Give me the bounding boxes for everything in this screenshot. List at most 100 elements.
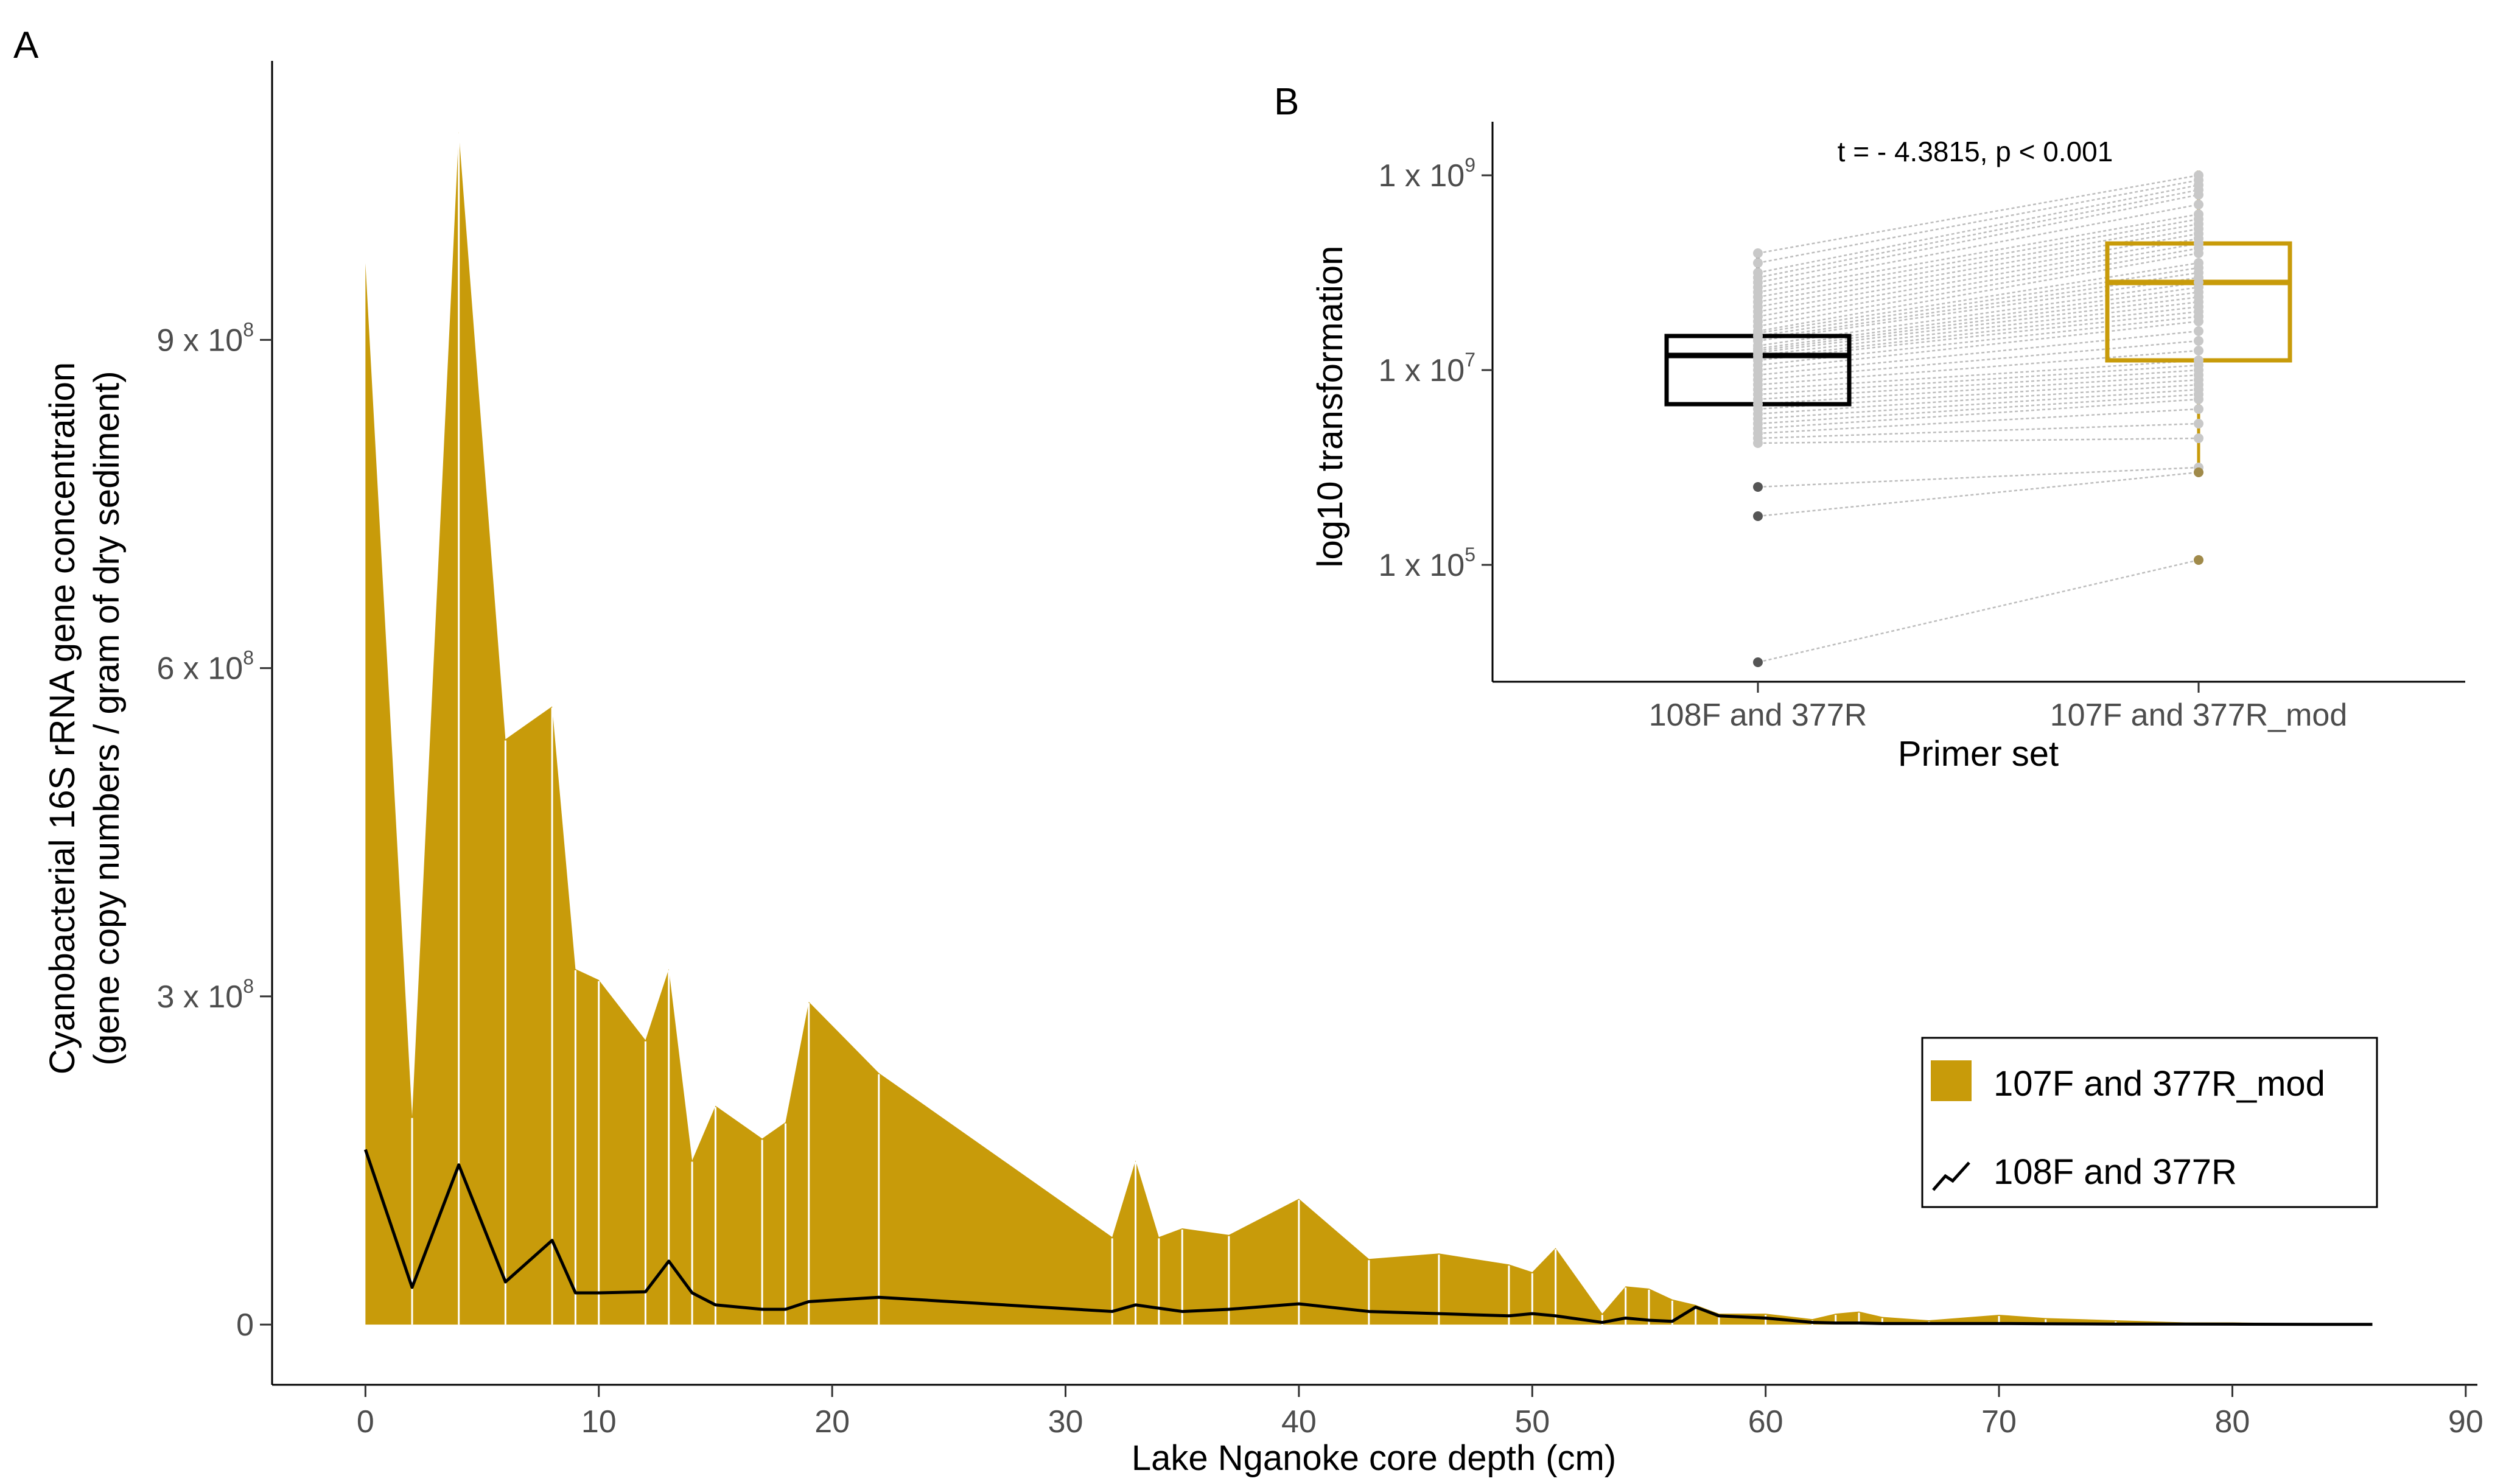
point-107f-45 xyxy=(2194,555,2203,565)
pair-line-0 xyxy=(1757,174,2199,254)
panel-b-x-ticks: 108F and 377R 107F and 377R_mod xyxy=(1649,682,2348,733)
panel-b-y-ticks: 1 x 105 1 x 107 1 x 109 xyxy=(1379,154,1493,583)
point-107f-29 xyxy=(2194,336,2203,346)
x-tick-label-20: 20 xyxy=(814,1404,850,1440)
x-tick-label-70: 70 xyxy=(1981,1404,2017,1440)
pair-line-30 xyxy=(1757,349,2199,386)
pair-line-13 xyxy=(1757,247,2199,327)
pair-line-12 xyxy=(1757,242,2199,323)
y-tick-label-1e7: 1 x 107 xyxy=(1379,349,1475,388)
pair-line-6 xyxy=(1757,213,2199,293)
pair-line-29 xyxy=(1757,340,2199,381)
point-108f-45 xyxy=(1753,657,1763,667)
pair-line-38 xyxy=(1757,393,2199,425)
pair-line-24 xyxy=(1757,306,2199,360)
y-tick-label-900000000: 9 x 108 xyxy=(157,318,254,358)
point-107f-39 xyxy=(2194,394,2203,404)
area-series-107f-377r-mod xyxy=(365,131,2373,1325)
x-tick-label-0: 0 xyxy=(357,1404,374,1440)
pair-line-4 xyxy=(1757,194,2199,284)
legend: 107F and 377R_mod 108F and 377R xyxy=(1921,1037,2378,1208)
pair-line-7 xyxy=(1757,218,2199,298)
x-tick-label-107f-and-377r-mod: 107F and 377R_mod xyxy=(2050,698,2348,733)
pair-line-44 xyxy=(1757,471,2199,517)
pair-line-2 xyxy=(1757,184,2199,274)
panel-b-y-axis-label: log10 transformation xyxy=(1311,246,1350,568)
pair-line-22 xyxy=(1757,296,2199,354)
x-tick-label-60: 60 xyxy=(1748,1404,1783,1440)
y-tick-label-1e9: 1 x 109 xyxy=(1379,154,1475,194)
pair-line-39 xyxy=(1757,398,2199,430)
pair-line-32 xyxy=(1757,364,2199,396)
line-path xyxy=(363,1149,2373,1326)
panel-a-plot: 0 10 20 30 40 50 60 70 80 90 0 3 x 108 6 x 108 9 x 1… xyxy=(157,61,2483,1440)
point-108f-42 xyxy=(1753,438,1763,448)
legend-swatch-108f-377r xyxy=(1932,1161,1970,1191)
sample-points xyxy=(1753,170,2203,667)
y-tick-label-300000000: 3 x 108 xyxy=(157,975,254,1015)
point-107f-44 xyxy=(2194,467,2203,477)
line-series-108f-377r xyxy=(363,1149,2373,1326)
point-107f-40 xyxy=(2194,404,2203,414)
point-107f-41 xyxy=(2194,419,2203,429)
pair-line-34 xyxy=(1757,374,2199,405)
panel-b-plot: 108F and 377R 107F and 377R_mod 1 x 1051 … xyxy=(1379,122,2465,733)
point-107f-14 xyxy=(2194,248,2203,258)
x-tick-label-80: 80 xyxy=(2215,1404,2250,1440)
x-tick-label-40: 40 xyxy=(1281,1404,1317,1440)
y-tick-label-1e5: 1 x 105 xyxy=(1379,544,1475,583)
pair-line-42 xyxy=(1757,437,2199,444)
area-fill xyxy=(365,131,2373,1325)
pair-line-8 xyxy=(1757,223,2199,303)
pair-line-40 xyxy=(1757,408,2199,435)
point-107f-30 xyxy=(2194,346,2203,355)
point-108f-43 xyxy=(1753,482,1763,492)
panel-a-axes xyxy=(271,61,2477,1386)
pair-line-20 xyxy=(1757,286,2199,350)
pair-line-45 xyxy=(1757,559,2199,663)
pair-line-36 xyxy=(1757,383,2199,415)
pair-line-37 xyxy=(1757,388,2199,420)
panel-a-y-axis-label-line2: (gene copy numbers / gram of dry sedimen… xyxy=(87,371,127,1065)
legend-box xyxy=(1921,1037,2378,1208)
legend-label-108f-377r: 108F and 377R xyxy=(1993,1152,2237,1192)
panel-b-x-axis-label: Primer set xyxy=(1898,734,2059,774)
pair-line-25 xyxy=(1757,310,2199,362)
x-tick-label-50: 50 xyxy=(1514,1404,1550,1440)
point-107f-5 xyxy=(2194,200,2203,209)
point-108f-1 xyxy=(1753,258,1763,268)
panel-b-axes xyxy=(1491,122,2465,683)
panel-a-label: A xyxy=(13,24,39,66)
panel-a-y-axis-label-line1: Cyanobacterial 16S rRNA gene concentrati… xyxy=(43,362,82,1074)
pair-line-18 xyxy=(1757,276,2199,342)
x-tick-label-10: 10 xyxy=(581,1404,617,1440)
point-107f-4 xyxy=(2194,190,2203,200)
pair-line-31 xyxy=(1757,359,2199,391)
legend-swatch-107f-377r-mod xyxy=(1931,1060,1972,1101)
panel-b-label: B xyxy=(1274,81,1299,123)
pair-line-27 xyxy=(1757,320,2199,371)
pair-line-21 xyxy=(1757,291,2199,352)
pair-line-11 xyxy=(1757,237,2199,318)
pair-line-5 xyxy=(1757,203,2199,289)
pair-line-23 xyxy=(1757,301,2199,357)
t-test-annotation: t = - 4.3815, p < 0.001 xyxy=(1838,136,2113,167)
pair-line-41 xyxy=(1757,422,2199,439)
pair-line-1 xyxy=(1757,179,2199,264)
legend-label-107f-377r-mod: 107F and 377R_mod xyxy=(1993,1064,2325,1104)
panel-a-x-axis-label: Lake Nganoke core depth (cm) xyxy=(1132,1438,1616,1478)
pair-line-28 xyxy=(1757,330,2199,376)
panel-b-background xyxy=(1269,70,2480,788)
point-107f-28 xyxy=(2194,326,2203,336)
panel-a-y-ticks: 0 3 x 108 6 x 108 9 x 108 xyxy=(157,318,272,1343)
pair-line-33 xyxy=(1757,369,2199,401)
x-tick-label-108f-and-377r: 108F and 377R xyxy=(1649,698,1867,733)
pair-line-43 xyxy=(1757,466,2199,488)
x-tick-label-30: 30 xyxy=(1048,1404,1083,1440)
area-sample-lines xyxy=(411,133,2327,1325)
panel-a-x-ticks: 0 10 20 30 40 50 60 70 80 90 xyxy=(357,1385,2483,1440)
paired-sample-lines xyxy=(1757,174,2199,663)
point-107f-42 xyxy=(2194,433,2203,443)
y-tick-label-0: 0 xyxy=(236,1307,254,1343)
point-107f-27 xyxy=(2194,317,2203,326)
